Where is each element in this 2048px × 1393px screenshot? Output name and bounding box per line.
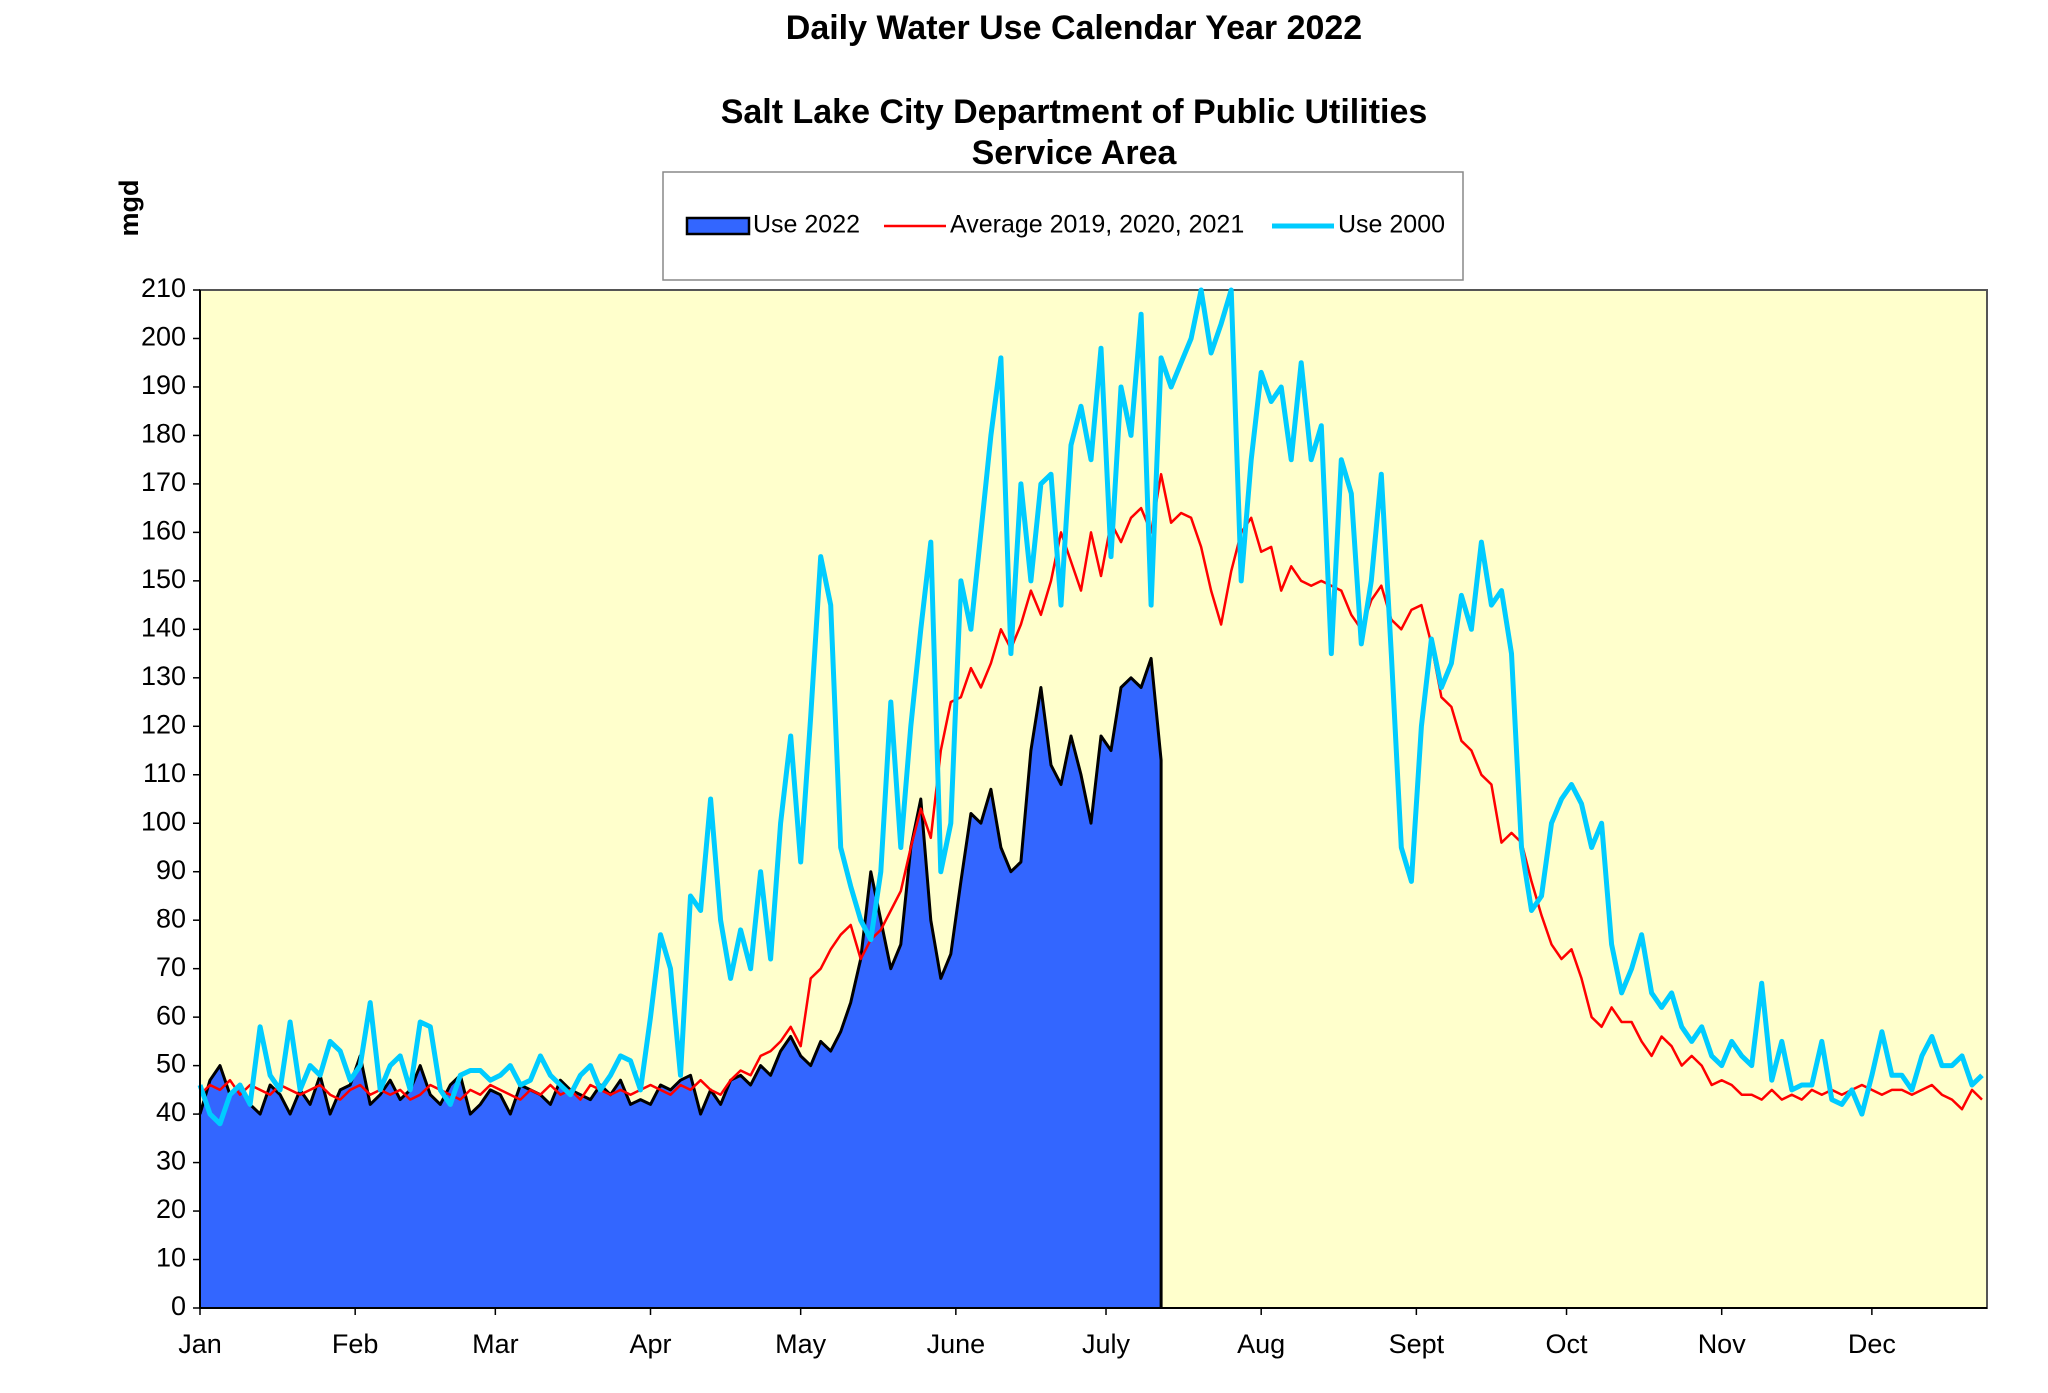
y-tick-label: 210 [141, 273, 186, 303]
y-tick-label: 30 [156, 1146, 186, 1176]
y-tick-label: 110 [143, 758, 186, 788]
legend-label: Use 2000 [1338, 211, 1445, 239]
legend-label: Use 2022 [753, 211, 860, 239]
y-tick-label: 130 [141, 661, 186, 691]
x-tick-label: June [927, 1329, 986, 1359]
y-tick-label: 120 [141, 709, 186, 739]
y-tick-label: 70 [156, 952, 186, 982]
legend: Use 2022 Average 2019, 2020, 2021 Use 2000 [685, 211, 1445, 239]
y-tick-label: 20 [156, 1194, 186, 1224]
y-tick-label: 160 [141, 516, 186, 546]
x-tick-label: July [1082, 1329, 1131, 1359]
chart-subtitle: Salt Lake City Department of Public Util… [721, 93, 1428, 131]
legend-swatch [685, 216, 751, 236]
y-tick-label: 50 [156, 1049, 186, 1079]
legend-label: Average 2019, 2020, 2021 [950, 211, 1244, 239]
y-tick-label: 60 [156, 1000, 186, 1030]
y-tick-label: 90 [156, 855, 186, 885]
y-tick-label: 180 [141, 419, 186, 449]
y-tick-label: 140 [141, 612, 186, 642]
y-tick-label: 100 [141, 806, 186, 836]
line [197, 287, 1984, 1127]
x-tick-label: Sept [1389, 1329, 1445, 1359]
axes: 0 10 20 30 40 50 60 70 80 90 100 110 120 130 140 150 160… [141, 273, 1987, 1359]
x-tick-label: Jan [178, 1329, 222, 1359]
y-tick-label: 200 [141, 322, 186, 352]
y-tick-label: 190 [141, 370, 186, 400]
chart-title: Daily Water Use Calendar Year 2022 [786, 9, 1362, 47]
y-tick-label: 170 [141, 467, 186, 497]
x-tick-label: Nov [1698, 1329, 1747, 1359]
marks [197, 287, 1984, 1308]
y-tick-label: 150 [141, 564, 186, 594]
x-tick-label: Oct [1546, 1329, 1589, 1359]
chart-subtitle: Service Area [972, 134, 1178, 172]
x-tick-label: Mar [472, 1329, 519, 1359]
x-tick-label: Apr [629, 1329, 671, 1359]
x-tick-label: Aug [1237, 1329, 1285, 1359]
y-tick-label: 40 [156, 1097, 186, 1127]
y-tick-label: 0 [171, 1291, 186, 1321]
x-tick-label: Feb [332, 1329, 379, 1359]
x-tick-label: Dec [1848, 1329, 1896, 1359]
y-tick-label: 80 [156, 903, 186, 933]
area [200, 658, 1162, 1308]
x-tick-label: May [775, 1329, 827, 1359]
y-axis-label: mgd [114, 180, 144, 237]
line [199, 472, 1983, 1111]
y-tick-label: 10 [156, 1243, 186, 1273]
